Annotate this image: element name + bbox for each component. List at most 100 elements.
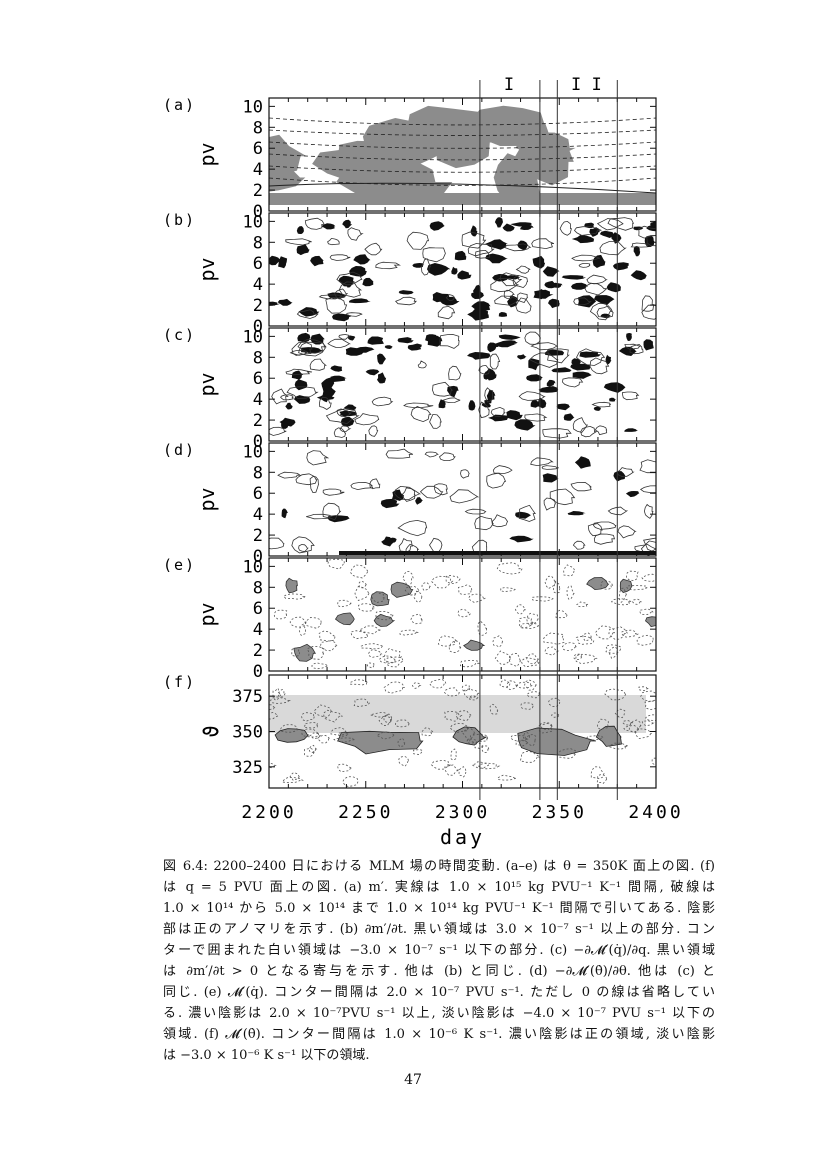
light-shade xyxy=(269,695,646,733)
period-label: I xyxy=(504,75,514,95)
contour-line xyxy=(503,289,515,300)
dark-shade xyxy=(337,730,424,755)
black-region xyxy=(415,497,423,505)
contour-line xyxy=(562,377,584,388)
dashed-contour xyxy=(327,558,345,570)
contour-line xyxy=(277,471,302,479)
contour-line xyxy=(515,297,532,314)
contour-line xyxy=(490,406,506,418)
black-region xyxy=(626,333,632,341)
dashed-contour xyxy=(412,682,422,689)
contour-line xyxy=(338,281,363,298)
dashed-contour xyxy=(298,623,307,637)
contour-line xyxy=(338,334,351,340)
dashed-contour xyxy=(349,679,369,686)
black-region xyxy=(332,313,352,322)
black-region xyxy=(447,385,459,398)
dashed-contour xyxy=(383,681,406,694)
x-tick-label: 2200 xyxy=(241,802,296,823)
dashed-contour xyxy=(306,645,325,660)
black-region xyxy=(563,413,575,421)
dashed-contour xyxy=(474,742,484,750)
black-region xyxy=(296,243,310,256)
dashed-contour xyxy=(626,585,648,591)
black-region xyxy=(498,334,521,340)
dashed-contour xyxy=(594,625,615,640)
black-region xyxy=(277,298,293,306)
contour-line xyxy=(420,258,432,276)
dashed-contour xyxy=(304,616,322,629)
contour-line xyxy=(406,231,430,250)
black-region xyxy=(546,379,556,387)
black-region xyxy=(526,374,543,382)
dashed-contour xyxy=(524,679,537,691)
dashed-contour xyxy=(496,562,523,575)
contour-line xyxy=(547,348,570,364)
black-region xyxy=(572,371,592,379)
dashed-contour xyxy=(337,763,352,773)
dashed-contour xyxy=(468,695,479,701)
caption-line: は −3.0 × 10⁻⁶ K s⁻¹ 以下の領域. xyxy=(163,1048,370,1063)
black-region xyxy=(367,336,384,345)
contour-line xyxy=(512,274,528,289)
dashed-contour xyxy=(384,648,403,663)
black-region xyxy=(551,367,572,373)
contour-line xyxy=(439,334,460,349)
dashed-contour xyxy=(582,632,592,642)
black-region xyxy=(506,410,523,421)
dashed-contour xyxy=(537,722,554,734)
black-region xyxy=(467,352,491,360)
black-region xyxy=(429,221,445,231)
dashed-contour xyxy=(463,688,480,699)
contour-line xyxy=(492,465,513,474)
dashed-contour xyxy=(494,650,513,665)
dashed-contour xyxy=(289,772,300,782)
black-region xyxy=(321,223,336,230)
dashed-contour xyxy=(444,711,463,722)
black-region xyxy=(488,414,510,422)
dashed-contour xyxy=(586,735,605,741)
positive-anomaly-shade xyxy=(269,134,307,178)
contour-line xyxy=(543,497,556,511)
black-region xyxy=(538,386,559,393)
black-region xyxy=(485,239,508,250)
contour-line xyxy=(621,391,640,401)
y-tick-label: 2 xyxy=(253,411,263,431)
black-region xyxy=(571,358,581,368)
contour-line xyxy=(646,235,656,247)
dashed-contour xyxy=(358,625,381,635)
contour-line xyxy=(403,402,434,409)
dashed-contour xyxy=(645,714,656,722)
solid-contour xyxy=(269,182,656,194)
contour-line xyxy=(549,488,576,506)
contour-line xyxy=(419,485,444,499)
panel-field xyxy=(269,678,656,787)
contour-line xyxy=(475,249,491,259)
contour-line xyxy=(572,417,589,433)
contour-line xyxy=(580,425,598,438)
dashed-contour xyxy=(566,585,575,600)
y-tick-label: 8 xyxy=(253,118,263,138)
positive-anomaly-shade xyxy=(515,132,576,163)
panel-frame xyxy=(268,442,657,557)
contour-line xyxy=(530,457,554,467)
contour-line xyxy=(617,525,637,539)
contour-line xyxy=(489,353,501,370)
contour-line xyxy=(329,254,351,261)
dashed-contour xyxy=(383,713,393,724)
contour-line xyxy=(593,521,617,530)
dashed-contour xyxy=(291,647,300,657)
dashed-contour xyxy=(269,153,656,161)
positive-anomaly-shade xyxy=(315,145,404,174)
dashed-contour xyxy=(628,719,642,733)
dashed-contour xyxy=(269,165,656,173)
contour-line xyxy=(280,394,294,401)
y-tick-label: 4 xyxy=(253,620,263,640)
contour-line xyxy=(448,365,462,381)
dashed-contour xyxy=(450,748,457,761)
dashed-contour xyxy=(469,733,489,743)
black-region xyxy=(630,270,647,281)
contour-line xyxy=(589,302,613,321)
black-region xyxy=(593,295,615,305)
